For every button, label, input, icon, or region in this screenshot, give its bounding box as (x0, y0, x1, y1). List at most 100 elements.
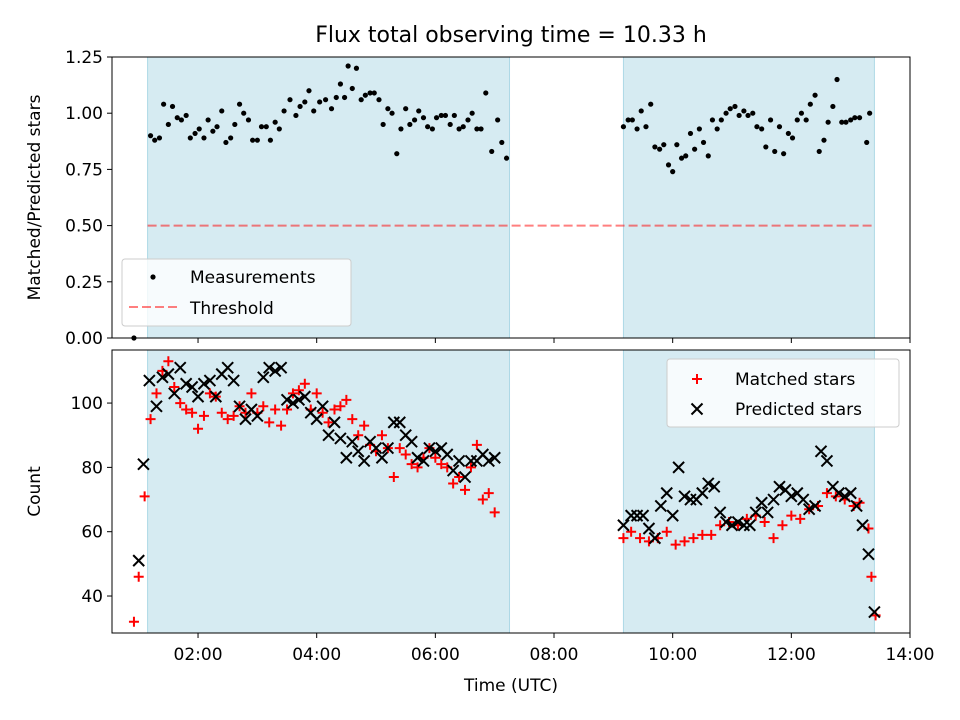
predicted-stars-point (274, 361, 288, 374)
measurement-point (714, 126, 720, 132)
measurement-point (178, 117, 185, 123)
predicted-stars-point (488, 451, 501, 464)
predicted-stars-point (322, 429, 335, 442)
matched-stars-point (786, 510, 797, 521)
predicted-stars-point (862, 548, 875, 561)
measurement-point (625, 117, 631, 123)
x-tick-label: 12:00 (767, 645, 816, 665)
matched-stars-point (626, 526, 637, 537)
matched-stars-point (181, 404, 192, 415)
matched-stars-point (679, 536, 690, 547)
measurement-point (362, 92, 368, 98)
predicted-stars-point (227, 374, 240, 387)
predicted-stars-point (257, 371, 270, 384)
legend-label-measurements: Measurements (190, 268, 316, 288)
predicted-stars-point (137, 457, 150, 471)
measurement-point (816, 148, 822, 155)
measurement-point (223, 139, 229, 146)
measurement-point (438, 112, 444, 119)
predicted-stars-point (268, 364, 282, 378)
matched-stars-point (311, 388, 322, 399)
y-axis-label: Count (25, 466, 45, 517)
legend-label-threshold: Threshold (189, 299, 274, 319)
measurement-point (205, 117, 211, 123)
measurement-point (403, 106, 409, 112)
matched-stars-point (618, 533, 629, 544)
matched-stars-point (341, 394, 352, 405)
predicted-stars-point (328, 416, 341, 429)
measurement-point (767, 117, 774, 123)
legend-predicted-marker (690, 402, 704, 416)
predicted-stars-point (423, 441, 436, 455)
x-tick-label: 14:00 (886, 645, 935, 665)
y-tick-label: 100 (71, 394, 103, 414)
matched-stars-point (133, 571, 144, 582)
measurement-point (665, 162, 672, 168)
matched-stars-point (293, 385, 304, 396)
measurement-point (465, 117, 471, 123)
predicted-stars-point (292, 393, 306, 407)
predicted-stars-point (482, 454, 495, 468)
predicted-stars-point (617, 519, 630, 532)
y-tick-label: 60 (81, 523, 103, 543)
matched-stars-point (400, 449, 411, 460)
matched-stars-point (353, 430, 364, 441)
bottom-panel-counts: 40 60 80 100 02:00 04:00 06:00 08:00 10:00 12:00 1… (25, 349, 935, 696)
measurement-point (293, 112, 299, 119)
measurement-point (429, 126, 435, 132)
matched-stars-point (706, 529, 717, 540)
measurement-point (183, 112, 189, 119)
matched-stars-point (376, 430, 387, 441)
matched-stars-point (394, 443, 405, 454)
legend-label-matched: Matched stars (735, 370, 855, 390)
measurement-point (856, 115, 863, 121)
measurement-point (322, 97, 329, 103)
matched-stars-point (258, 401, 269, 412)
x-tick-label: 02:00 (174, 645, 223, 665)
measurement-point (700, 139, 707, 146)
measurement-point (807, 101, 813, 107)
measurement-point (723, 110, 729, 116)
predicted-stars-point (251, 409, 264, 423)
matched-stars-point (163, 356, 174, 367)
measurement-point (495, 117, 501, 123)
matched-stars-point (282, 404, 293, 415)
measurement-point (741, 108, 747, 114)
matched-stars-point (448, 478, 459, 489)
measurement-point (416, 108, 422, 114)
predicted-stars-point (446, 464, 460, 477)
predicted-stars-point (393, 416, 406, 429)
matched-stars-point (454, 472, 465, 483)
predicted-stars-point (340, 451, 353, 464)
measurement-point (411, 117, 418, 123)
measurement-point (258, 124, 265, 130)
x-axis-label: Time (UTC) (463, 676, 558, 696)
observing-interval-shade (622, 56, 875, 339)
predicted-stars-point (761, 506, 774, 519)
predicted-stars-point (381, 441, 395, 455)
measurement-point (785, 130, 791, 137)
x-tick-label: 04:00 (292, 645, 341, 665)
measurement-point (803, 117, 809, 123)
predicted-stars-point (785, 490, 798, 503)
predicted-stars-point (773, 480, 786, 493)
measurement-point (727, 106, 733, 112)
measurement-point (187, 135, 193, 141)
measurement-point (287, 97, 293, 103)
measurement-point (380, 121, 386, 128)
measurement-point (210, 128, 216, 134)
legend-top: Measurements Threshold (121, 258, 352, 327)
matched-stars-point (299, 378, 310, 389)
predicted-stars-point (672, 461, 685, 474)
predicted-stars-point (429, 445, 442, 458)
predicted-stars-point (357, 454, 371, 468)
matched-stars-point (460, 484, 471, 495)
matched-stars-point (175, 398, 186, 409)
predicted-stars-point (316, 400, 329, 413)
predicted-stars-point (143, 374, 156, 387)
matched-stars-point (264, 417, 275, 428)
measurement-point (407, 121, 413, 128)
measurement-point (839, 119, 845, 125)
predicted-stars-point (850, 499, 863, 513)
y-tick-label: 0.00 (65, 329, 103, 349)
